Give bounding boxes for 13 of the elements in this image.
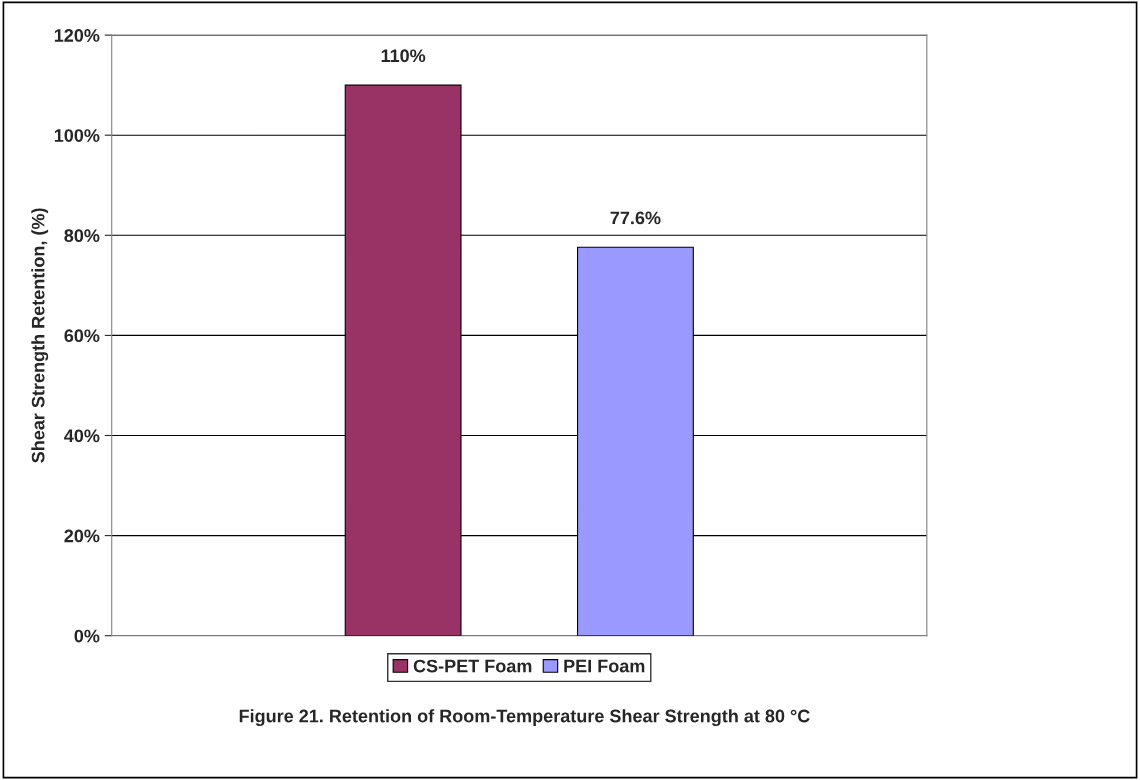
caption: Figure 21. Retention of Room-Temperature Shear Strength at 80 °C bbox=[239, 709, 810, 727]
data-label: 77.6% bbox=[610, 211, 661, 225]
legend-label: CS-PET Foam bbox=[413, 659, 532, 673]
y-tick-label: 60% bbox=[64, 329, 100, 343]
y-tick-label: 40% bbox=[64, 429, 100, 443]
legend-label: PEI Foam bbox=[564, 659, 645, 673]
y-tick-label: 20% bbox=[64, 529, 100, 543]
y-tick-label: 100% bbox=[54, 129, 100, 142]
y-tick-label: 120% bbox=[54, 29, 100, 42]
y-tick-label: 0% bbox=[74, 629, 100, 643]
data-label: 110% bbox=[381, 49, 426, 63]
y-tick-label: 80% bbox=[64, 229, 100, 243]
y-axis-title: Shear Strength Retention, (%) bbox=[31, 208, 49, 463]
